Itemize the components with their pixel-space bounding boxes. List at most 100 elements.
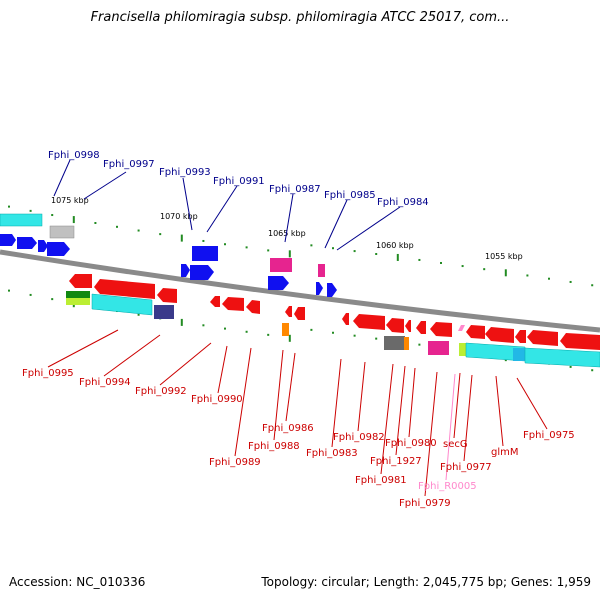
gene-label[interactable]: Fphi_0980 <box>385 438 437 449</box>
minor-tick <box>51 214 54 217</box>
gene-feature[interactable] <box>386 318 404 333</box>
gene-feature[interactable] <box>190 265 214 280</box>
major-tick <box>180 234 183 242</box>
gene-feature[interactable] <box>69 274 92 288</box>
gene-feature[interactable] <box>316 282 323 295</box>
minor-tick <box>310 244 313 247</box>
gene-feature[interactable] <box>0 234 16 246</box>
minor-tick <box>591 284 594 287</box>
gene-feature[interactable] <box>294 307 305 320</box>
minor-tick <box>51 298 54 301</box>
gene-label-rna[interactable]: Fphi_R0005 <box>418 481 477 492</box>
minor-tick <box>353 334 356 337</box>
gene-label[interactable]: Fphi_0993 <box>159 167 211 178</box>
gene-feature[interactable] <box>466 325 485 339</box>
minor-tick <box>267 249 270 252</box>
gene-feature[interactable] <box>459 343 466 356</box>
forward-leader-lines <box>53 159 401 251</box>
gene-feature[interactable] <box>285 306 292 317</box>
gene-label[interactable]: Fphi_0988 <box>248 441 300 452</box>
gene-feature[interactable] <box>47 242 70 256</box>
minor-tick <box>418 343 421 346</box>
gene-feature[interactable] <box>416 321 426 334</box>
minor-tick <box>375 253 378 256</box>
gene-label[interactable]: Fphi_0998 <box>48 150 100 161</box>
gene-feature[interactable] <box>404 337 409 350</box>
rna-leader-line <box>445 373 456 481</box>
gene-feature[interactable] <box>270 258 292 272</box>
gene-feature[interactable] <box>246 300 260 314</box>
gene-feature[interactable] <box>181 264 190 277</box>
gene-feature[interactable] <box>49 225 75 239</box>
gene-feature[interactable] <box>38 240 48 252</box>
gene-feature[interactable] <box>458 325 465 331</box>
major-tick <box>288 250 291 258</box>
forward-features <box>0 213 337 297</box>
gene-label[interactable]: Fphi_0991 <box>213 176 265 187</box>
gene-label[interactable]: secG <box>443 439 468 450</box>
gene-feature[interactable] <box>515 330 526 343</box>
minor-tick <box>267 333 270 336</box>
gene-label[interactable]: Fphi_0984 <box>377 197 429 208</box>
minor-tick <box>461 265 464 268</box>
gene-label[interactable]: Fphi_0989 <box>209 457 261 468</box>
gene-feature[interactable] <box>192 246 218 261</box>
minor-tick <box>137 313 140 316</box>
gene-label[interactable]: Fphi_0995 <box>22 368 74 379</box>
gene-feature[interactable] <box>154 305 174 319</box>
gene-feature[interactable] <box>560 333 600 350</box>
gene-feature[interactable] <box>94 279 155 299</box>
gene-feature[interactable] <box>405 320 411 332</box>
gene-label[interactable]: Fphi_0987 <box>269 184 321 195</box>
minor-tick <box>224 327 226 330</box>
gene-feature[interactable] <box>485 327 514 343</box>
gene-feature[interactable] <box>222 297 244 311</box>
gene-label[interactable]: Fphi_0992 <box>135 386 187 397</box>
scale-label: 1075 kbp <box>51 196 89 205</box>
gene-feature[interactable] <box>513 348 525 361</box>
gene-feature[interactable] <box>91 293 153 316</box>
minor-tick <box>569 280 572 283</box>
scale-label: 1070 kbp <box>160 212 198 221</box>
major-tick <box>72 216 75 224</box>
gene-feature[interactable] <box>327 283 337 297</box>
gene-label[interactable]: Fphi_0990 <box>191 394 243 405</box>
gene-feature[interactable] <box>428 341 449 355</box>
minor-tick <box>202 324 205 327</box>
gene-label[interactable]: Fphi_0997 <box>103 159 155 170</box>
minor-tick <box>353 250 356 253</box>
gene-feature[interactable] <box>342 313 349 325</box>
minor-tick <box>440 261 442 264</box>
gene-feature[interactable] <box>210 296 220 307</box>
gene-feature[interactable] <box>527 330 558 346</box>
minor-tick <box>137 229 140 232</box>
gene-feature[interactable] <box>17 237 37 249</box>
gene-feature[interactable] <box>157 288 177 303</box>
gene-label[interactable]: Fphi_0986 <box>262 423 314 434</box>
gene-label[interactable]: Fphi_0982 <box>333 432 385 443</box>
gene-label[interactable]: Fphi_0985 <box>324 190 376 201</box>
gene-label[interactable]: Fphi_0975 <box>523 430 575 441</box>
major-tick <box>180 318 183 326</box>
gene-label[interactable]: Fphi_0983 <box>306 448 358 459</box>
gene-label[interactable]: Fphi_0977 <box>440 462 492 473</box>
gene-feature[interactable] <box>430 322 452 337</box>
gene-label[interactable]: Fphi_0994 <box>79 377 131 388</box>
gene-feature[interactable] <box>353 314 385 330</box>
gene-label[interactable]: Fphi_0981 <box>355 475 407 486</box>
gene-label[interactable]: glmM <box>491 447 519 458</box>
gene-feature[interactable] <box>282 323 289 336</box>
minor-tick <box>29 293 32 296</box>
minor-tick <box>332 247 334 250</box>
gene-label[interactable]: Fphi_1927 <box>370 456 422 467</box>
minor-tick <box>245 330 248 333</box>
gene-feature[interactable] <box>0 213 43 227</box>
gene-feature[interactable] <box>318 264 325 277</box>
minor-tick <box>310 328 313 331</box>
gene-label[interactable]: Fphi_0979 <box>399 498 451 509</box>
gene-feature[interactable] <box>268 276 289 290</box>
gene-feature[interactable] <box>66 298 90 305</box>
gene-feature[interactable] <box>384 336 405 350</box>
gene-feature[interactable] <box>524 347 600 368</box>
gene-feature[interactable] <box>66 291 90 298</box>
